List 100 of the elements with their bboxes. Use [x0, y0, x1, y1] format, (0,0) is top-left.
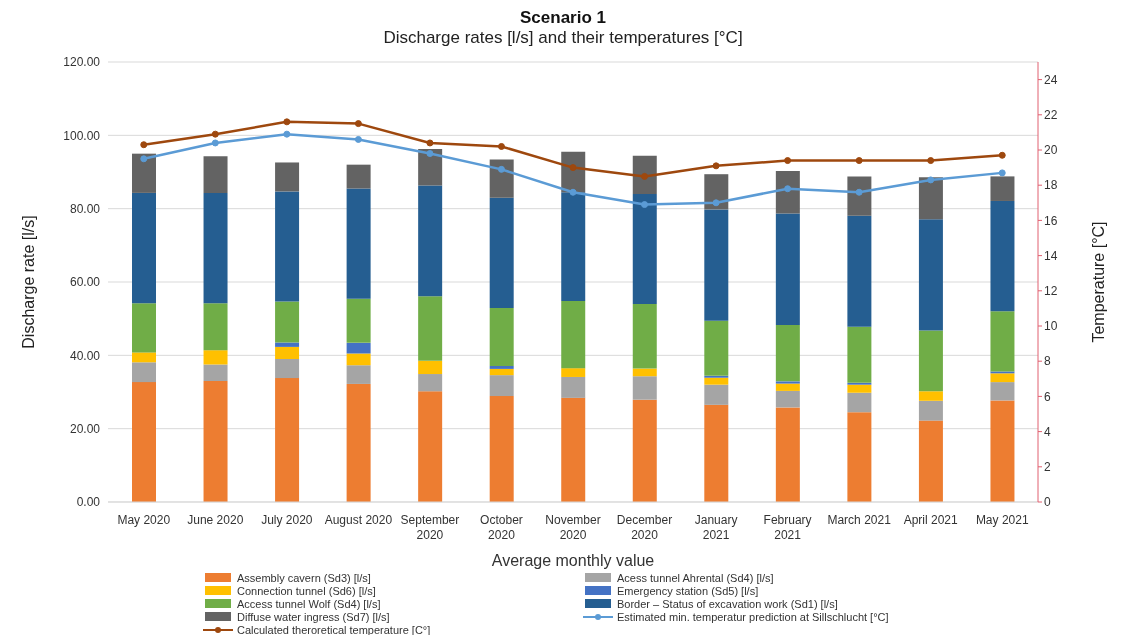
- x-tick-label: January 2021: [694, 513, 738, 542]
- bar: [632, 194, 657, 304]
- bar: [418, 374, 443, 392]
- y-tick-label: 20.00: [69, 421, 101, 436]
- point: [569, 164, 577, 172]
- point: [784, 157, 792, 165]
- bar: [203, 156, 228, 193]
- bar: [561, 376, 586, 398]
- y2-tick-label: 18: [1044, 178, 1058, 193]
- bar: [990, 200, 1015, 312]
- point: [140, 141, 148, 149]
- y2-tick-label: 12: [1044, 284, 1058, 299]
- point: [426, 150, 434, 158]
- bar: [418, 296, 443, 361]
- bar: [489, 375, 514, 397]
- bar: [775, 390, 800, 408]
- point: [497, 142, 505, 150]
- y-tick-label: 120.00: [63, 55, 101, 70]
- bar: [489, 368, 514, 376]
- bar: [346, 188, 371, 299]
- bar: [847, 215, 872, 327]
- bar: [346, 298, 371, 343]
- legend-label: Border – Status of excavation work (Sd1) [l/s]: [617, 598, 838, 610]
- y-tick-label: 60.00: [69, 275, 101, 290]
- bar: [632, 399, 657, 502]
- bar: [847, 412, 872, 502]
- x-tick-label: August 2020: [324, 513, 393, 527]
- x-tick-label: October 2020: [480, 513, 523, 542]
- x-tick-label: December 2020: [616, 513, 673, 542]
- point: [426, 139, 434, 147]
- bar: [275, 162, 300, 192]
- bar: [632, 155, 657, 194]
- bar: [918, 330, 943, 392]
- bar: [704, 404, 729, 502]
- point: [712, 162, 720, 170]
- bar: [847, 392, 872, 413]
- legend-label: Diffuse water ingress (Sd7) [l/s]: [237, 611, 390, 623]
- bar: [418, 391, 443, 502]
- bar: [918, 420, 943, 502]
- chart-subtitle: Discharge rates [l/s] and their temperatures [°C]: [382, 28, 744, 48]
- y2-tick-label: 20: [1044, 143, 1058, 158]
- point: [998, 169, 1006, 177]
- y2-tick-label: 8: [1044, 354, 1051, 369]
- y-tick-label: 80.00: [69, 201, 101, 216]
- bar: [275, 301, 300, 343]
- bar: [132, 362, 156, 383]
- bar: [275, 191, 300, 302]
- bar: [990, 176, 1015, 201]
- bar: [489, 159, 514, 198]
- bar: [632, 368, 657, 377]
- bar: [632, 376, 657, 400]
- point: [211, 130, 219, 138]
- bar: [847, 384, 872, 393]
- point: [569, 188, 577, 196]
- x-tick-label: May 2021: [975, 513, 1029, 527]
- bar: [561, 301, 586, 369]
- x-tick-label: July 2020: [261, 513, 313, 527]
- bar: [275, 378, 300, 502]
- y2-tick-label: 6: [1044, 389, 1051, 404]
- point: [354, 120, 362, 128]
- bar: [704, 384, 729, 405]
- y2-tick-label: 10: [1044, 319, 1058, 334]
- legend-label: Assembly cavern (Sd3) [l/s]: [237, 572, 371, 584]
- point: [927, 176, 935, 184]
- bar: [990, 373, 1015, 383]
- x-tick-label: March 2021: [827, 513, 892, 527]
- y2-tick-label: 16: [1044, 213, 1058, 228]
- bar: [775, 381, 800, 384]
- bar: [346, 342, 371, 354]
- bar: [346, 365, 371, 384]
- bar: [203, 303, 228, 351]
- bar: [489, 197, 514, 309]
- bar: [346, 383, 371, 502]
- x-axis-title: Average monthly value: [491, 552, 655, 569]
- bar: [132, 153, 156, 193]
- bar: [346, 164, 371, 189]
- bar: [847, 176, 872, 216]
- bar: [489, 396, 514, 502]
- point: [855, 188, 863, 196]
- x-tick-label: November 2020: [545, 513, 601, 542]
- y2-axis-title: Temperature [°C]: [1089, 221, 1107, 343]
- point: [998, 151, 1006, 159]
- y2-tick-label: 4: [1044, 424, 1051, 439]
- bar: [203, 192, 228, 304]
- bar: [990, 382, 1015, 401]
- legend-label: Acess tunnel Ahrental (Sd4) [l/s]: [617, 572, 774, 584]
- bar: [918, 177, 943, 220]
- bar: [132, 382, 156, 502]
- chart-title: Scenario 1: [519, 8, 607, 28]
- x-tick-label: February 2021: [763, 513, 812, 542]
- bar: [275, 359, 300, 379]
- point: [140, 155, 148, 163]
- bar: [775, 383, 800, 391]
- bar: [203, 381, 228, 502]
- y-tick-label: 100.00: [63, 128, 101, 143]
- bar: [346, 353, 371, 366]
- y2-tick-label: 0: [1044, 495, 1051, 510]
- point: [211, 139, 219, 147]
- y-tick-label: 0.00: [76, 495, 101, 510]
- bar: [489, 365, 514, 369]
